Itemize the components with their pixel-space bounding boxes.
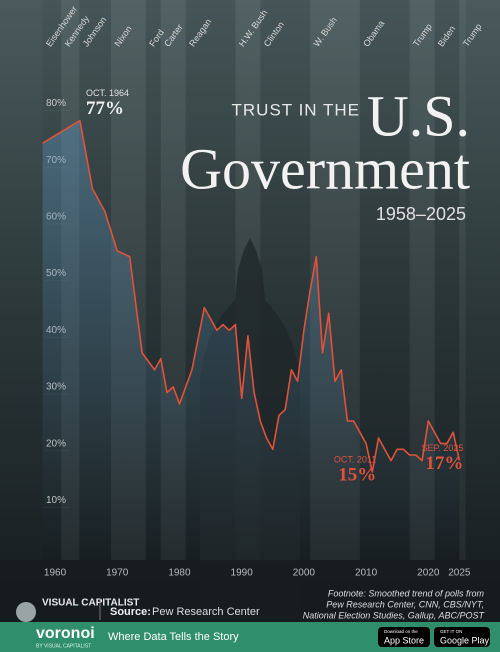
google-play: Google Play xyxy=(440,635,490,645)
annotation-value: 17% xyxy=(425,453,463,474)
x-tick-label: 1970 xyxy=(106,568,129,579)
annotation-date: SEP. 2025 xyxy=(422,443,464,453)
x-tick-label: 1990 xyxy=(231,568,254,579)
brand: VISUAL CAPITALIST xyxy=(42,598,139,609)
annotation-date: OCT. 1964 xyxy=(86,88,129,98)
x-tick-label: 2025 xyxy=(448,568,471,579)
subtitle: 1958–2025 xyxy=(376,204,466,224)
area xyxy=(42,120,460,557)
y-tick-label: 80% xyxy=(46,98,66,109)
footnote: National Election Studies, Gallup, ABC/P… xyxy=(303,610,486,620)
source-label: Source: xyxy=(110,606,151,618)
google-play-small: GET IT ON xyxy=(440,629,462,634)
x-tick-label: 2020 xyxy=(417,568,440,579)
title-big: U.S. xyxy=(367,83,470,148)
annotation-value: 15% xyxy=(338,464,376,485)
x-tick-label: 2010 xyxy=(355,568,378,579)
trust-line xyxy=(42,119,461,473)
x-tick-label: 1960 xyxy=(44,568,67,579)
term-band xyxy=(459,0,466,560)
app-store: App Store xyxy=(384,635,424,645)
annotation-date: OCT. 2011 xyxy=(334,454,376,464)
source: Pew Research Center xyxy=(152,606,260,618)
logo: voronoi xyxy=(36,625,95,642)
app-store-small: Download on the xyxy=(384,629,418,634)
annotation-value: 77% xyxy=(86,98,124,119)
app-store-button[interactable] xyxy=(378,627,430,647)
title-small: TRUST IN THE xyxy=(232,100,361,119)
logo-sub: BY VISUAL CAPITALIST xyxy=(36,643,91,649)
x-tick-label: 2000 xyxy=(293,568,316,579)
x-tick-label: 1980 xyxy=(168,568,191,579)
tagline: Where Data Tells the Story xyxy=(108,631,239,643)
google-play-button[interactable] xyxy=(434,627,490,647)
footnote: Footnote: Smoothed trend of polls from xyxy=(328,588,485,598)
title-main: Government xyxy=(180,136,470,201)
footnote: Pew Research Center, CNN, CBS/NYT, xyxy=(326,599,484,609)
footer-band xyxy=(0,560,500,622)
vc-logo xyxy=(16,602,36,622)
